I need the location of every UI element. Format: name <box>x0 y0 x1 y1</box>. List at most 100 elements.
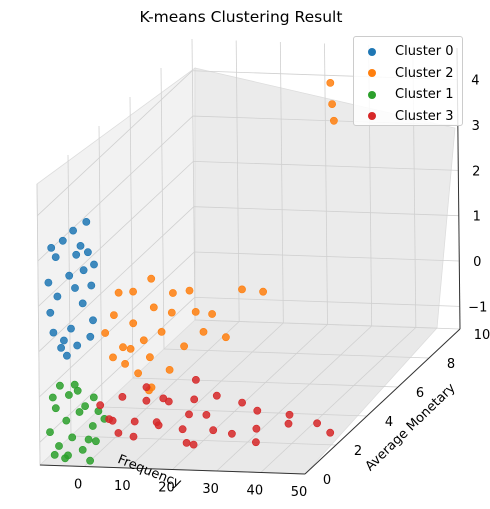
point-cluster-0-3 <box>53 292 62 301</box>
legend-label: Cluster 0 <box>395 44 454 60</box>
point-cluster-2-19 <box>199 327 208 336</box>
point-cluster-1-16 <box>84 435 93 444</box>
point-cluster-2-26 <box>185 286 194 295</box>
point-cluster-0-16 <box>76 241 85 250</box>
point-cluster-2-15 <box>208 310 216 318</box>
legend-label: Cluster 2 <box>395 65 454 81</box>
point-cluster-1-0 <box>46 428 54 436</box>
point-cluster-2-25 <box>147 274 156 283</box>
point-cluster-0-12 <box>63 351 71 360</box>
point-cluster-0-23 <box>71 284 79 292</box>
grid-line-y <box>160 67 165 350</box>
legend-label: Cluster 1 <box>395 87 454 103</box>
point-cluster-2-12 <box>167 308 176 317</box>
grid-line-z <box>194 296 460 307</box>
point-cluster-3-16 <box>185 410 193 419</box>
grid-line-x <box>172 324 328 470</box>
point-cluster-3-26 <box>313 419 321 428</box>
y-tick-label: 0 <box>323 473 331 488</box>
point-cluster-1-8 <box>81 402 89 410</box>
legend-marker <box>368 90 376 99</box>
point-cluster-2-18 <box>168 289 177 297</box>
grid-line-x <box>235 40 240 322</box>
grid-line-x <box>279 41 284 324</box>
x-tick-label: 10 <box>114 479 131 494</box>
point-cluster-1-6 <box>75 408 84 416</box>
grid-line-z <box>38 161 194 307</box>
point-cluster-3-12 <box>152 418 161 427</box>
point-cluster-2-20 <box>221 333 230 342</box>
z-tick-label: 1 <box>473 210 481 225</box>
point-cluster-1-2 <box>55 442 63 450</box>
point-cluster-2-21 <box>114 288 123 297</box>
point-cluster-3-21 <box>238 398 246 407</box>
z-tick-label: 4 <box>471 74 479 89</box>
point-cluster-0-1 <box>46 308 55 317</box>
tick-labels: 0 10 20 30 40 50 0 2 4 6 8 10 −1 0 1 2 3 4 <box>74 74 490 500</box>
grid-line-z <box>37 115 194 262</box>
grid-line-x <box>324 43 328 325</box>
point-cluster-1-17 <box>89 393 98 402</box>
point-cluster-3-10 <box>114 429 123 437</box>
grid-line-z <box>193 206 459 217</box>
y-axis-line <box>304 328 461 475</box>
point-cluster-0-14 <box>49 328 58 337</box>
point-cluster-1-9 <box>88 422 97 430</box>
point-cluster-1-1 <box>51 404 60 413</box>
point-cluster-3-25 <box>284 419 293 428</box>
point-cluster-2-17 <box>259 287 267 296</box>
grid-line-z <box>194 251 460 262</box>
point-cluster-0-5 <box>65 271 74 280</box>
grid-line-y <box>67 154 72 437</box>
point-cluster-1-4 <box>65 391 73 399</box>
point-cluster-1-21 <box>61 454 69 463</box>
grid-line-x <box>216 325 372 472</box>
point-cluster-2-5 <box>149 303 158 312</box>
point-cluster-0-22 <box>84 248 92 257</box>
chart-title: K-means Clustering Result <box>139 8 343 26</box>
x-tick-label: 0 <box>74 478 82 493</box>
point-cluster-0-15 <box>69 226 77 235</box>
grid-line-z <box>39 251 195 398</box>
point-cluster-3-17 <box>108 416 117 425</box>
point-cluster-3-22 <box>253 406 262 415</box>
y-tick-label: 8 <box>447 357 455 372</box>
point-cluster-0-19 <box>60 336 68 345</box>
legend-item-cluster-3: Cluster 3 <box>354 106 462 128</box>
y-tick-label: 4 <box>385 415 393 430</box>
point-cluster-3-30 <box>251 438 260 447</box>
grid-line-y <box>191 38 196 321</box>
grid-line-y <box>36 183 41 466</box>
point-cluster-0-13 <box>73 341 82 350</box>
point-cluster-0-11 <box>57 343 65 352</box>
point-cluster-3-19 <box>212 391 221 400</box>
grid-line-y <box>194 319 461 330</box>
legend-marker <box>368 47 376 56</box>
grid-line-z <box>193 160 459 171</box>
point-cluster-1-20 <box>86 456 94 465</box>
point-cluster-0-2 <box>51 253 60 261</box>
point-cluster-3-28 <box>227 429 236 438</box>
point-cluster-1-22 <box>70 380 79 389</box>
point-cluster-2-14 <box>191 307 200 316</box>
point-cluster-2-0 <box>101 329 110 337</box>
point-cluster-2-1 <box>110 311 118 319</box>
point-cluster-1-10 <box>92 437 100 446</box>
point-cluster-2-4 <box>139 336 148 345</box>
point-cluster-1-15 <box>73 386 82 395</box>
point-cluster-1-7 <box>78 445 87 454</box>
point-cluster-3-24 <box>285 410 294 419</box>
grid-line-y <box>163 348 430 359</box>
legend-label: Cluster 3 <box>395 108 454 124</box>
grid-line-x <box>128 322 284 469</box>
y-tick-label: 2 <box>354 444 362 459</box>
z-tick-label: 2 <box>472 164 480 179</box>
grid-line-y <box>101 406 368 417</box>
point-cluster-3-23 <box>252 424 261 433</box>
legend-item-cluster-1: Cluster 1 <box>354 84 462 106</box>
point-cluster-3-2 <box>118 392 127 401</box>
point-cluster-2-28 <box>326 79 335 87</box>
grid-line-z <box>38 206 195 352</box>
point-cluster-3-13 <box>191 375 200 384</box>
